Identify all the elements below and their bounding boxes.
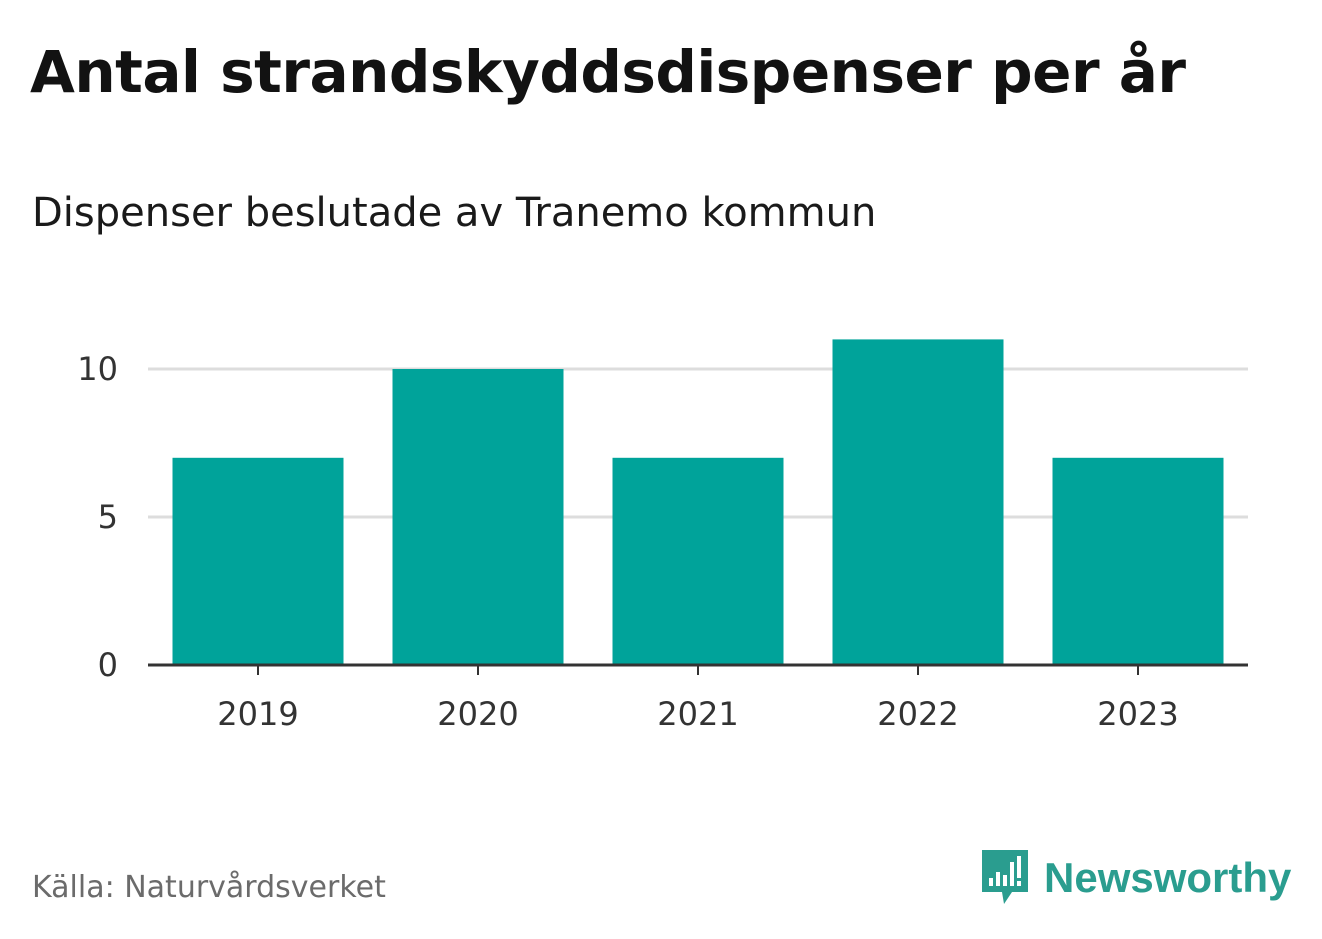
x-tick-label: 2019 (217, 695, 298, 733)
bar-2019 (172, 457, 344, 665)
chart-subtitle: Dispenser beslutade av Tranemo kommun (32, 190, 877, 236)
x-tick-label: 2022 (877, 695, 958, 733)
newsworthy-logo-icon (982, 850, 1028, 904)
x-tick-label: 2023 (1097, 695, 1178, 733)
y-tick-label: 10 (77, 350, 118, 388)
bar-2021 (612, 457, 784, 665)
brand-name: Newsworthy (1044, 854, 1292, 901)
chart-title: Antal strandskyddsdispenser per år (30, 38, 1186, 106)
bar-2023 (1052, 457, 1224, 665)
y-tick-label: 5 (98, 498, 118, 536)
y-tick-label: 0 (98, 646, 118, 684)
x-tick-label: 2020 (437, 695, 518, 733)
x-tick-label: 2021 (657, 695, 738, 733)
bar-2020 (392, 369, 564, 665)
source-label: Källa: Naturvårdsverket (32, 870, 386, 905)
brand-logo: Newsworthy (980, 848, 1291, 908)
bar-2022 (832, 339, 1004, 665)
